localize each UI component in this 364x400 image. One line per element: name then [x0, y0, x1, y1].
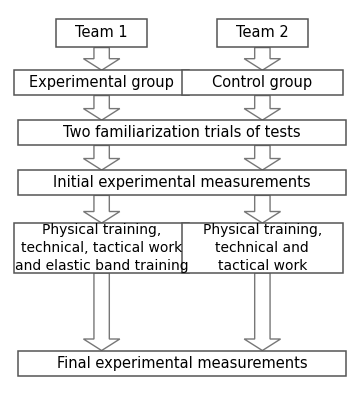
FancyBboxPatch shape: [217, 18, 308, 47]
Text: Team 1: Team 1: [75, 26, 128, 40]
Polygon shape: [83, 48, 120, 70]
FancyBboxPatch shape: [18, 120, 346, 145]
Text: Physical training,
technical, tactical work
and elastic band training: Physical training, technical, tactical w…: [15, 223, 189, 273]
FancyBboxPatch shape: [14, 70, 189, 95]
Polygon shape: [83, 146, 120, 170]
FancyBboxPatch shape: [182, 70, 343, 95]
FancyBboxPatch shape: [182, 223, 343, 273]
Polygon shape: [244, 146, 281, 170]
Text: Initial experimental measurements: Initial experimental measurements: [53, 175, 311, 190]
Polygon shape: [244, 96, 281, 120]
Text: Team 2: Team 2: [236, 26, 289, 40]
Polygon shape: [83, 96, 120, 120]
Polygon shape: [244, 273, 281, 350]
Text: Final experimental measurements: Final experimental measurements: [57, 356, 307, 371]
FancyBboxPatch shape: [56, 18, 147, 47]
FancyBboxPatch shape: [14, 223, 189, 273]
FancyBboxPatch shape: [18, 170, 346, 195]
Text: Physical training,
technical and
tactical work: Physical training, technical and tactica…: [203, 223, 322, 273]
Polygon shape: [83, 195, 120, 223]
Text: Experimental group: Experimental group: [29, 75, 174, 90]
Polygon shape: [244, 48, 281, 70]
Text: Two familiarization trials of tests: Two familiarization trials of tests: [63, 125, 301, 140]
FancyBboxPatch shape: [18, 351, 346, 376]
Text: Control group: Control group: [212, 75, 312, 90]
Polygon shape: [244, 195, 281, 223]
Polygon shape: [83, 273, 120, 350]
